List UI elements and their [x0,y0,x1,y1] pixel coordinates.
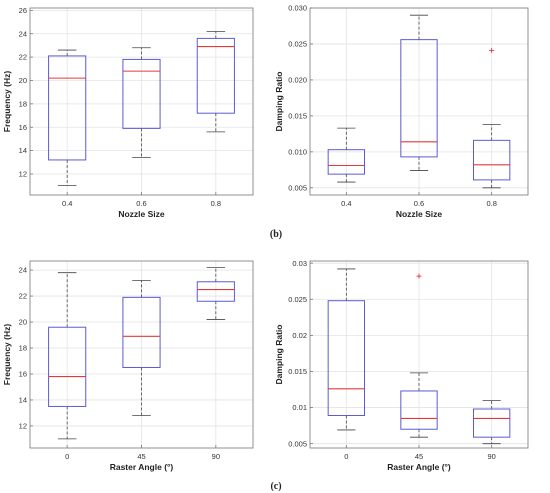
x-tick-label: 90 [487,452,495,461]
iqr-box [473,139,511,181]
y-tick-label: 14 [19,396,27,405]
iqr-box [473,408,511,438]
chart-panel-1: 12 14 16 18 20 22 24 26 0.4 0.6 0.8 Nozzle Size Freq… [2,6,254,219]
y-tick-label: 24 [19,29,27,38]
x-axis-label: Nozzle Size [396,209,443,219]
x-tick-label: 45 [415,452,423,461]
y-tick-label: 20 [19,76,27,85]
chart-panel-4: 0.005 0.01 0.015 0.02 0.025 0.03 0 45 90 Raster A… [274,259,529,472]
y-tick-label: 26 [19,6,27,15]
x-tick-label: 0.8 [486,199,496,208]
chart-panel-3: 12 14 16 18 20 22 24 0 45 90 Raster Angle (°) Frequ… [2,260,254,472]
x-tick-label: 0.6 [414,199,424,208]
x-tick-label: 0 [344,452,348,461]
iqr-box [196,281,235,302]
box-0.8 [196,30,235,133]
y-axis-label: Frequency (Hz) [2,324,12,386]
iqr-box [196,37,235,114]
x-tick-label: 0.4 [62,199,72,208]
box-0.6 [400,14,438,171]
iqr-box [122,58,161,129]
y-tick-label: 0.015 [288,367,307,376]
box-90 [473,399,511,445]
x-axis-label: Raster Angle (°) [387,462,451,472]
iqr-box [400,39,438,158]
x-tick-label: 0.4 [341,199,351,208]
box-0.4 [327,127,365,183]
box-0.8 [473,47,511,189]
box-0 [48,272,87,440]
y-tick-label: 22 [19,292,27,301]
y-tick-label: 0.025 [288,295,307,304]
y-tick-label: 16 [19,123,27,132]
x-tick-label: 0.6 [136,199,146,208]
y-tick-label: 0.005 [288,183,307,192]
panel-label-b: (b) [270,229,282,240]
y-tick-label: 0.010 [288,147,307,156]
panel-label-c: (c) [270,481,281,492]
x-tick-label: 0.8 [211,199,221,208]
y-tick-label: 18 [19,344,27,353]
x-tick-label: 90 [212,452,220,461]
y-tick-label: 24 [19,266,27,275]
y-tick-label: 14 [19,146,27,155]
y-axis-label: Frequency (Hz) [2,71,12,133]
box-90 [196,267,235,320]
y-tick-label: 0.01 [292,403,307,412]
iqr-box [400,390,438,430]
x-axis-label: Raster Angle (°) [110,462,174,472]
x-tick-label: 0 [65,452,69,461]
box-0 [327,268,365,431]
iqr-box [48,55,87,161]
y-tick-label: 16 [19,370,27,379]
y-tick-label: 0.030 [288,4,307,13]
y-tick-label: 0.03 [292,259,307,268]
y-tick-label: 18 [19,99,27,108]
y-tick-label: 12 [19,422,27,431]
y-tick-label: 0.025 [288,40,307,49]
x-axis-label: Nozzle Size [118,209,165,219]
box-0.4 [48,49,87,187]
iqr-box [327,149,365,175]
x-tick-label: 45 [137,452,145,461]
iqr-box [327,300,365,417]
y-tick-label: 20 [19,318,27,327]
y-tick-label: 0.02 [292,331,307,340]
box-0.6 [122,47,161,159]
chart-panel-2: 0.005 0.010 0.015 0.020 0.025 0.030 0.4 0.6 0.8 N… [274,4,529,219]
y-axis-label: Damping Ratio [274,325,284,385]
y-tick-label: 12 [19,170,27,179]
y-tick-label: 0.015 [288,111,307,120]
box-45 [122,280,161,416]
iqr-box [48,326,87,407]
y-tick-label: 0.020 [288,76,307,85]
iqr-box [122,296,161,368]
y-axis-label: Damping Ratio [274,72,284,132]
y-tick-label: 0.005 [288,439,307,448]
y-tick-label: 22 [19,53,27,62]
box-45 [400,273,438,438]
